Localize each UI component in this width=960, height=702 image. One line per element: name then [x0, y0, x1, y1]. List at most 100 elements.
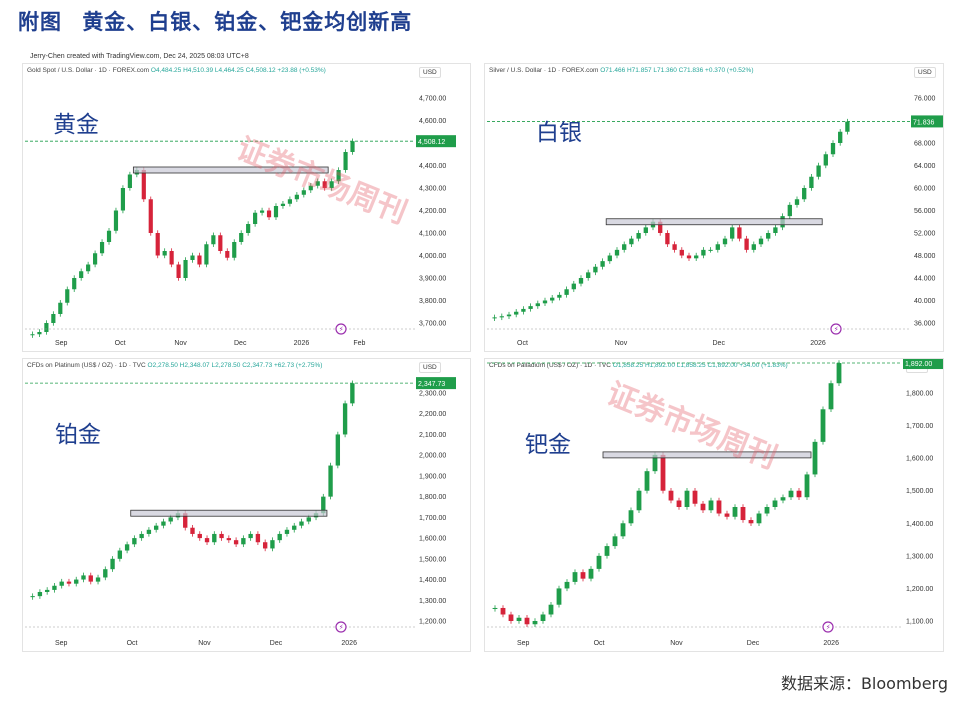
chart-panel: CFDs on Palladium (US$ / OZ) · 1D · TVC … [484, 358, 944, 652]
currency-selector[interactable]: USD [419, 362, 441, 373]
candle [620, 520, 626, 540]
event-marker-glyph: ⚡ [339, 624, 344, 632]
candle [270, 537, 275, 552]
symbol-name: Silver / U.S. Dollar · 1D · FOREX.com [489, 67, 601, 74]
candle [232, 239, 237, 261]
chart-panel: Silver / U.S. Dollar · 1D · FOREX.com O7… [484, 63, 944, 352]
candle [139, 531, 144, 541]
candle [342, 400, 348, 438]
candle [524, 615, 530, 627]
ohlc-readout: O2,278.50 H2,348.07 L2,278.50 C2,347.73 … [147, 362, 323, 369]
symbol-name: Gold Spot / U.S. Dollar · 1D · FOREX.com [27, 67, 151, 74]
y-tick-label: 3,900.00 [419, 276, 446, 283]
y-tick-label: 2,200.00 [419, 411, 446, 418]
candle [528, 303, 533, 312]
y-tick-label: 4,200.00 [419, 208, 446, 215]
candle [241, 535, 246, 548]
candle [127, 171, 132, 191]
candle [343, 149, 348, 173]
candle [564, 579, 570, 592]
candle [93, 250, 98, 268]
candle [572, 569, 578, 585]
candle [588, 566, 594, 582]
candle [820, 406, 826, 445]
candle [65, 286, 70, 306]
candle [336, 167, 341, 184]
candle [500, 605, 506, 618]
currency-selector[interactable]: USD [914, 67, 936, 78]
candle [823, 151, 828, 169]
candle [812, 439, 818, 478]
candle [197, 531, 202, 541]
candle [802, 185, 807, 202]
event-marker-glyph: ⚡ [826, 624, 831, 632]
candle [155, 230, 160, 259]
x-tick-label: Oct [594, 640, 605, 647]
y-tick-label: 1,400.00 [906, 521, 933, 528]
ohlc-readout: O1,858.25 H1,892.00 L1,858.25 C1,892.00 … [612, 362, 788, 369]
candle [30, 593, 35, 600]
y-tick-label: 4,000.00 [419, 253, 446, 260]
candle [604, 543, 610, 559]
y-tick-label: 4,400.00 [419, 163, 446, 170]
candle [322, 178, 327, 191]
x-tick-label: 2026 [823, 640, 839, 647]
candle [219, 531, 224, 541]
candle [636, 487, 642, 513]
resistance-zone [132, 166, 329, 174]
chart-credit: Jerry-Chen created with TradingView.com,… [30, 53, 249, 60]
y-tick-label: 1,600.00 [906, 456, 933, 463]
candle [629, 235, 634, 247]
candle [162, 248, 167, 259]
candle [715, 241, 720, 253]
candle [255, 531, 261, 545]
last-price-badge [416, 135, 456, 148]
candle [153, 522, 159, 533]
candle [644, 468, 650, 494]
y-tick-label: 1,100.00 [906, 619, 933, 626]
x-tick-label: Dec [713, 340, 726, 347]
currency-selector[interactable]: USD [419, 67, 441, 78]
candle [614, 247, 620, 259]
candle [51, 311, 56, 326]
chart-symbol-title: CFDs on Palladium (US$ / OZ) · 1D · TVC … [489, 362, 788, 369]
candle [578, 275, 584, 287]
candle [266, 207, 272, 220]
candle [99, 239, 105, 256]
y-tick-label: 2,300.00 [419, 391, 446, 398]
candle [328, 462, 333, 500]
last-price-badge [416, 377, 456, 390]
y-tick-label: 1,300.00 [906, 553, 933, 560]
x-tick-label: 2026 [341, 640, 357, 647]
last-price-badge [911, 115, 943, 128]
candle [52, 583, 57, 593]
candle [44, 320, 49, 335]
candle [110, 556, 115, 572]
metal-label: 铂金 [55, 422, 101, 448]
data-source: 数据来源：Bloomberg [780, 674, 948, 693]
y-tick-label: 1,800.00 [906, 391, 933, 398]
y-tick-label: 4,600.00 [419, 118, 446, 125]
y-tick-label: 44.000 [914, 276, 936, 283]
candle [148, 196, 153, 236]
candle [732, 504, 738, 520]
x-tick-label: Oct [517, 340, 528, 347]
resistance-zone [130, 509, 328, 517]
candle [665, 230, 670, 247]
y-tick-label: 60.000 [914, 186, 936, 193]
figure-label: 附图 [18, 10, 62, 34]
figure-heading: 黄金、白银、铂金、钯金均创新高 [82, 10, 413, 34]
ohlc-readout: O71.466 H71.857 L71.360 C71.836 +0.370 (… [600, 67, 754, 74]
candle [499, 313, 504, 321]
candle [557, 292, 562, 301]
candle [259, 207, 265, 216]
candle [542, 297, 548, 307]
candle [751, 241, 756, 253]
candle [548, 601, 554, 618]
candle [535, 300, 540, 309]
candle [756, 510, 762, 527]
x-tick-label: Sep [55, 640, 68, 647]
candle [828, 380, 834, 413]
resistance-zone [602, 451, 812, 459]
y-tick-label: 76.000 [914, 96, 936, 103]
